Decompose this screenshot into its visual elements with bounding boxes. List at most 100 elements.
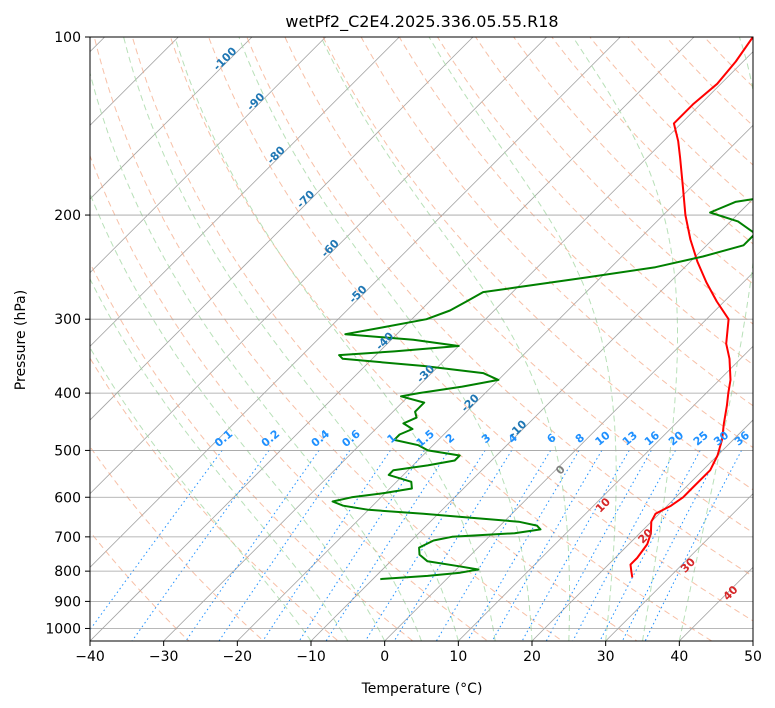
moist-adiabat-line (123, 37, 459, 641)
isotherm-value-label: -50 (346, 283, 369, 306)
moist-adiabat-line (678, 37, 753, 641)
x-tick-label: 20 (523, 649, 541, 665)
mixing-ratio-line (572, 450, 676, 641)
x-tick-label: 50 (744, 649, 762, 665)
x-tick-label: −10 (296, 649, 326, 665)
isotherm-line (90, 37, 400, 347)
mixing-ratio-label: 0.4 (309, 427, 333, 450)
mixing-ratio-line (262, 450, 391, 641)
isotherm-line (90, 37, 253, 200)
mixing-ratio-label: 10 (593, 428, 613, 448)
dry-adiabat-line (246, 37, 753, 577)
isotherm-value-label: -100 (211, 44, 240, 73)
y-tick-label: 700 (54, 530, 81, 546)
moist-adiabat-line (90, 192, 386, 641)
moist-adiabat-line (90, 277, 349, 641)
mixing-ratio-line (621, 450, 722, 641)
mixing-ratio-line (298, 450, 425, 641)
mixing-ratio-label: 16 (642, 428, 662, 448)
mixing-ratio-label: 3 (479, 431, 493, 446)
x-axis-ticks: −40 −30 −20 −10 0 10 20 30 40 50 (75, 641, 762, 665)
isotherm-line (90, 37, 547, 495)
isotherm-value-label: -70 (294, 188, 317, 211)
y-axis-label: Pressure (hPa) (13, 290, 29, 390)
y-tick-label: 800 (54, 564, 81, 580)
dry-adiabat-line (131, 37, 638, 641)
x-tick-label: 30 (597, 649, 615, 665)
isotherm-line (237, 124, 753, 641)
mixing-ratio-label: 0.2 (259, 427, 282, 449)
mixing-ratio-label: 36 (732, 428, 752, 448)
dry-adiabat-line (90, 530, 190, 641)
mixing-ratio-line (491, 450, 603, 641)
dry-adiabat-line (170, 37, 712, 641)
y-tick-label: 1000 (45, 621, 81, 637)
mixing-ratio-line (131, 450, 270, 641)
dewpoint-profile (331, 198, 753, 581)
isobar-grid (90, 36, 753, 629)
y-tick-label: 400 (54, 386, 81, 402)
mixing-ratio-label: 25 (691, 429, 711, 449)
dry-adiabat-line (360, 37, 753, 449)
y-tick-label: 900 (54, 594, 81, 610)
moist-adiabat-line (572, 37, 678, 641)
theta-e-label: 20 (636, 526, 656, 546)
mixing-ratio-line (90, 450, 223, 631)
isotherm-value-label: -80 (265, 143, 288, 166)
isotherm-value-label: -20 (459, 391, 482, 414)
dry-adiabat-line (513, 37, 753, 285)
x-tick-label: −40 (75, 649, 105, 665)
y-tick-label: 600 (54, 490, 81, 506)
dry-adiabat-line (627, 37, 753, 166)
x-tick-label: −30 (149, 649, 179, 665)
isotherm-line (458, 345, 753, 641)
y-tick-label: 500 (54, 443, 81, 459)
mixing-ratio-line (545, 450, 652, 641)
isotherm-line (163, 51, 753, 641)
dry-adiabat-line (322, 37, 753, 491)
moist-adiabat-line (238, 37, 533, 641)
mixing-ratio-line (185, 450, 320, 641)
y-axis-ticks: 100 200 300 400 500 600 700 800 900 1000 (45, 30, 90, 637)
mixing-ratio-label: 1.5 (414, 427, 437, 449)
dry-adiabat-line (90, 357, 339, 641)
dry-adiabat-line (90, 445, 264, 641)
dry-adiabat-line (208, 37, 753, 622)
isotherm-line (605, 493, 753, 641)
isotherm-value-label: -90 (244, 90, 267, 113)
plot-frame (89, 36, 754, 642)
theta-e-label: 40 (721, 583, 741, 603)
y-tick-label: 100 (54, 30, 81, 46)
temperature-profile (629, 37, 753, 578)
y-tick-label: 300 (54, 312, 81, 328)
sounding-profiles (331, 37, 753, 581)
isotherm-line (90, 37, 621, 568)
dry-adiabat-line (665, 37, 753, 127)
moist-adiabat-line (428, 37, 617, 641)
mixing-ratio-label: 8 (573, 431, 587, 446)
mixing-ratio-label: 13 (620, 429, 640, 449)
mixing-ratio-label: 0.6 (340, 427, 364, 450)
mixing-ratio-label: 1 (385, 431, 399, 446)
isotherm-value-label: -60 (319, 237, 342, 260)
isotherm-line (531, 419, 753, 641)
mixing-ratio-label: 6 (544, 431, 558, 446)
moist-adiabat-line (90, 71, 422, 641)
moist-adiabat-line (90, 346, 312, 641)
reference-lines (90, 37, 753, 641)
dry-adiabat-line (90, 154, 488, 641)
theta-e-label: 10 (593, 495, 613, 515)
x-tick-label: 40 (670, 649, 688, 665)
mixing-ratio-line (599, 450, 701, 641)
mixing-ratio-label: 20 (666, 428, 686, 448)
dry-adiabat-line (398, 37, 753, 407)
isotherm-value-label: -40 (373, 329, 396, 352)
moist-adiabat-line (320, 37, 570, 641)
dry-adiabat-line (436, 37, 753, 366)
mixing-ratio-line (218, 450, 351, 641)
mixing-ratio-label: 2 (443, 431, 457, 446)
mixing-ratio-line (467, 450, 580, 641)
isotherm-line (90, 37, 474, 421)
x-tick-label: −20 (223, 649, 253, 665)
